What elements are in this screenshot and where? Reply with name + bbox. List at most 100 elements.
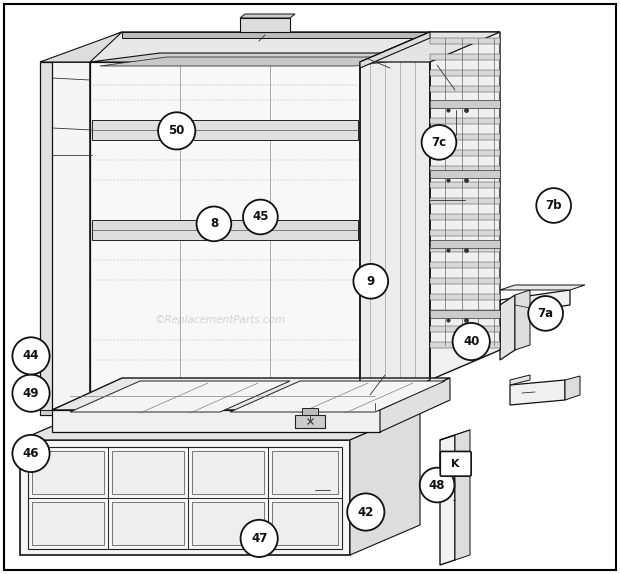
Polygon shape: [500, 285, 585, 290]
Circle shape: [12, 435, 50, 472]
Polygon shape: [52, 380, 430, 410]
Polygon shape: [90, 62, 360, 410]
Circle shape: [536, 188, 571, 223]
Polygon shape: [430, 246, 500, 252]
Polygon shape: [430, 198, 500, 204]
Polygon shape: [500, 295, 515, 360]
Polygon shape: [430, 278, 500, 284]
Text: 50: 50: [169, 125, 185, 137]
Polygon shape: [122, 32, 430, 38]
Polygon shape: [272, 502, 338, 545]
Polygon shape: [240, 18, 290, 32]
Polygon shape: [515, 290, 530, 350]
Text: 42: 42: [358, 506, 374, 518]
Polygon shape: [430, 294, 500, 300]
Polygon shape: [430, 70, 500, 76]
Circle shape: [528, 296, 563, 331]
Polygon shape: [20, 440, 350, 555]
Polygon shape: [230, 381, 445, 412]
Circle shape: [347, 494, 384, 530]
Polygon shape: [440, 430, 470, 440]
Polygon shape: [52, 410, 380, 432]
Circle shape: [12, 338, 50, 374]
Polygon shape: [430, 342, 500, 348]
FancyBboxPatch shape: [440, 451, 471, 476]
Text: 45: 45: [252, 211, 268, 223]
Polygon shape: [32, 451, 104, 494]
Polygon shape: [430, 54, 500, 60]
Circle shape: [241, 520, 278, 557]
Polygon shape: [360, 32, 430, 68]
Polygon shape: [430, 134, 500, 140]
Circle shape: [353, 264, 388, 298]
Polygon shape: [455, 430, 470, 560]
Polygon shape: [112, 451, 184, 494]
Polygon shape: [192, 451, 264, 494]
Polygon shape: [430, 240, 500, 248]
Polygon shape: [380, 378, 450, 432]
Polygon shape: [430, 32, 500, 380]
Circle shape: [422, 125, 456, 160]
Circle shape: [243, 200, 278, 234]
Circle shape: [420, 468, 454, 502]
Text: K: K: [451, 459, 460, 469]
Polygon shape: [430, 214, 500, 220]
Polygon shape: [430, 326, 500, 332]
Polygon shape: [430, 170, 500, 178]
Polygon shape: [430, 310, 500, 318]
Polygon shape: [100, 57, 422, 66]
Polygon shape: [500, 290, 570, 315]
Text: 7b: 7b: [546, 199, 562, 212]
Text: 49: 49: [23, 387, 39, 400]
Polygon shape: [430, 150, 500, 156]
Circle shape: [12, 375, 50, 412]
Polygon shape: [90, 53, 430, 62]
Polygon shape: [440, 435, 455, 565]
Polygon shape: [350, 410, 420, 555]
Text: 9: 9: [366, 275, 375, 288]
Polygon shape: [52, 378, 450, 410]
Polygon shape: [430, 310, 500, 316]
Polygon shape: [430, 262, 500, 268]
Text: 47: 47: [251, 532, 267, 545]
Polygon shape: [112, 502, 184, 545]
Polygon shape: [52, 62, 90, 410]
Polygon shape: [40, 410, 52, 415]
Polygon shape: [430, 182, 500, 188]
Polygon shape: [52, 32, 430, 62]
Text: 44: 44: [23, 350, 39, 362]
Polygon shape: [272, 451, 338, 494]
Text: 40: 40: [463, 335, 479, 348]
Polygon shape: [92, 220, 358, 240]
Polygon shape: [565, 376, 580, 400]
Polygon shape: [430, 118, 500, 124]
Text: ©ReplacementParts.com: ©ReplacementParts.com: [154, 315, 286, 325]
Polygon shape: [32, 502, 104, 545]
Circle shape: [197, 207, 231, 241]
Text: 46: 46: [23, 447, 39, 460]
Polygon shape: [430, 38, 500, 44]
Polygon shape: [430, 230, 500, 236]
Polygon shape: [40, 32, 122, 62]
Polygon shape: [92, 120, 358, 140]
Polygon shape: [360, 32, 500, 62]
Polygon shape: [302, 408, 318, 415]
Polygon shape: [510, 375, 530, 385]
Text: 7c: 7c: [432, 136, 446, 149]
Circle shape: [453, 323, 490, 360]
Polygon shape: [70, 381, 290, 412]
Polygon shape: [430, 166, 500, 172]
Text: 8: 8: [210, 218, 218, 230]
Polygon shape: [360, 32, 430, 410]
Polygon shape: [295, 415, 325, 428]
Polygon shape: [40, 62, 52, 415]
Polygon shape: [430, 102, 500, 108]
Circle shape: [158, 113, 195, 149]
Polygon shape: [430, 100, 500, 108]
Polygon shape: [20, 410, 420, 440]
Polygon shape: [510, 380, 565, 405]
Polygon shape: [240, 14, 295, 18]
Polygon shape: [192, 502, 264, 545]
Text: 7a: 7a: [538, 307, 554, 320]
Polygon shape: [430, 86, 500, 92]
